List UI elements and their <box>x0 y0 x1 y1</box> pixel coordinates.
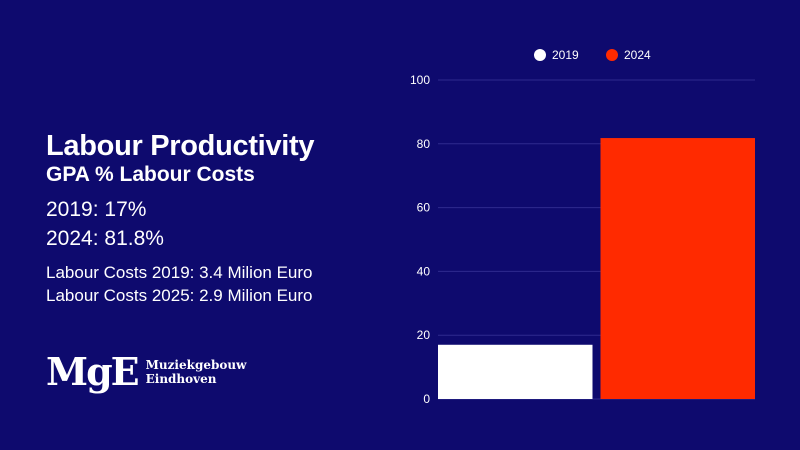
stats-block: 2019: 17% 2024: 81.8% <box>46 195 376 253</box>
stat-2024: 2024: 81.8% <box>46 227 164 250</box>
labour-costs-2025: Labour Costs 2025: 2.9 Milion Euro <box>46 286 313 305</box>
logo: MgE Muziekgebouw Eindhoven <box>46 352 246 392</box>
summary-panel: Labour Productivity GPA % Labour Costs 2… <box>46 130 376 307</box>
labour-costs-2019: Labour Costs 2019: 3.4 Milion Euro <box>46 263 313 282</box>
logo-wordmark: Muziekgebouw Eindhoven <box>146 358 247 386</box>
stat-2019: 2019: 17% <box>46 198 147 221</box>
legend-swatch-2019 <box>534 49 546 61</box>
logo-line-1: Muziekgebouw <box>145 358 247 372</box>
y-tick-label: 20 <box>417 328 431 342</box>
legend-label-2024: 2024 <box>624 48 651 62</box>
y-tick-label: 0 <box>423 392 430 406</box>
legend-label-2019: 2019 <box>552 48 579 62</box>
page-title: Labour Productivity <box>46 130 315 162</box>
legend-swatch-2024 <box>606 49 618 61</box>
bar-2024 <box>600 138 755 400</box>
y-tick-label: 60 <box>417 201 431 215</box>
page-subtitle: GPA % Labour Costs <box>46 163 255 186</box>
costs-block: Labour Costs 2019: 3.4 Milion Euro Labou… <box>46 261 376 307</box>
logo-mark: MgE <box>46 349 140 394</box>
bar-2019 <box>438 344 593 399</box>
y-tick-label: 40 <box>417 264 431 278</box>
y-tick-label: 100 <box>410 73 430 87</box>
logo-line-2: Eindhoven <box>145 372 217 386</box>
y-tick-label: 80 <box>417 137 431 151</box>
